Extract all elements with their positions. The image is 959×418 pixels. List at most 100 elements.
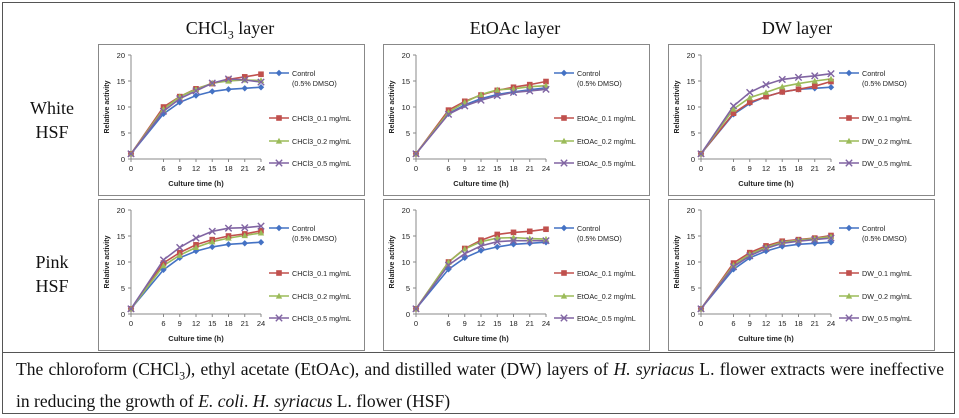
y-tick-label: 20 bbox=[117, 206, 125, 215]
data-point-s3 bbox=[493, 238, 501, 246]
data-point-s2 bbox=[746, 94, 753, 101]
x-tick-label: 9 bbox=[178, 319, 182, 328]
data-point-s2 bbox=[811, 77, 818, 84]
data-point-s1 bbox=[730, 110, 737, 117]
legend-label: DW_0.5 mg/mL bbox=[862, 159, 912, 168]
data-point-s2 bbox=[730, 261, 737, 268]
legend-swatch-marker bbox=[276, 115, 282, 121]
data-point-s2 bbox=[811, 235, 818, 242]
legend-swatch-marker bbox=[561, 115, 567, 121]
data-point-s2 bbox=[461, 245, 468, 252]
y-tick-label: 10 bbox=[687, 103, 695, 112]
legend-label: (0.5% DMSO) bbox=[862, 79, 907, 88]
data-point-s0 bbox=[241, 240, 248, 247]
data-point-s2 bbox=[779, 83, 786, 90]
data-point-s3 bbox=[827, 234, 835, 242]
y-tick-label: 15 bbox=[117, 232, 125, 241]
x-tick-label: 21 bbox=[811, 164, 819, 173]
data-point-s0 bbox=[209, 243, 216, 251]
legend-label: (0.5% DMSO) bbox=[577, 79, 622, 88]
chart-panel-pink-etoac: 0 5 10 15 20 0 6 9 12 15 18 21 24 Culture time (h) Rel… bbox=[383, 199, 650, 351]
data-point-s3 bbox=[746, 252, 754, 260]
data-point-s0 bbox=[779, 243, 786, 250]
legend-swatch-marker bbox=[275, 224, 283, 232]
data-point-s2 bbox=[192, 244, 200, 251]
legend-swatch-marker bbox=[275, 159, 283, 167]
x-tick-label: 0 bbox=[699, 319, 703, 328]
y-tick-label: 0 bbox=[121, 155, 125, 164]
data-point-s3 bbox=[127, 150, 135, 158]
data-point-s2 bbox=[762, 89, 770, 96]
chart-panel-white-etoac: 0 5 10 15 20 0 6 9 12 15 18 21 24 Culture time (h) Rel… bbox=[383, 44, 650, 196]
legend-label: DW_0.2 mg/mL bbox=[862, 292, 912, 301]
x-axis-title: Culture time (h) bbox=[168, 334, 224, 343]
legend-label: DW_0.1 mg/mL bbox=[862, 114, 912, 123]
x-tick-label: 9 bbox=[463, 164, 467, 173]
x-tick-label: 24 bbox=[827, 319, 835, 328]
x-tick-label: 9 bbox=[178, 164, 182, 173]
y-tick-label: 5 bbox=[121, 129, 125, 138]
y-tick-label: 0 bbox=[691, 310, 695, 319]
legend-swatch-marker bbox=[275, 137, 283, 144]
legend-label: (0.5% DMSO) bbox=[577, 234, 622, 243]
chart-white-etoac: 0 5 10 15 20 0 6 9 12 15 18 21 24 Culture time (h) Rel… bbox=[389, 51, 636, 188]
data-point-s0 bbox=[795, 241, 802, 248]
x-tick-label: 24 bbox=[827, 164, 835, 173]
x-tick-label: 0 bbox=[414, 164, 418, 173]
data-point-s0 bbox=[176, 99, 183, 106]
x-tick-label: 0 bbox=[129, 319, 133, 328]
column-title-dw: DW layer bbox=[761, 18, 833, 38]
data-point-s2 bbox=[257, 229, 265, 236]
x-tick-label: 18 bbox=[794, 164, 802, 173]
x-tick-label: 18 bbox=[509, 164, 517, 173]
y-axis-title: Relative activity bbox=[674, 80, 681, 133]
data-point-s2 bbox=[762, 244, 770, 251]
x-axis-title: Culture time (h) bbox=[168, 179, 224, 188]
data-point-s0 bbox=[542, 239, 550, 246]
legend-label: DW_0.1 mg/mL bbox=[862, 269, 912, 278]
data-point-s2 bbox=[209, 238, 216, 245]
legend-swatch-marker bbox=[560, 292, 568, 299]
legend-label: CHCl3_0.5 mg/mL bbox=[292, 159, 351, 168]
column-title-etoac: EtOAc layer bbox=[469, 18, 561, 38]
data-point-s3 bbox=[257, 78, 265, 86]
data-point-s3 bbox=[444, 110, 453, 118]
legend-label: Control bbox=[577, 224, 601, 233]
data-point-s3 bbox=[542, 236, 550, 245]
legend-label: CHCl3_0.1 mg/mL bbox=[292, 269, 351, 278]
x-tick-label: 15 bbox=[493, 164, 501, 173]
x-tick-label: 15 bbox=[778, 319, 786, 328]
legend-swatch-marker bbox=[560, 69, 568, 77]
x-tick-label: 15 bbox=[208, 164, 216, 173]
data-point-s3 bbox=[509, 88, 518, 97]
legend-swatch-marker bbox=[275, 69, 283, 77]
series-line-2 bbox=[700, 78, 832, 155]
y-tick-label: 5 bbox=[691, 284, 695, 293]
row-label-pink-line1: Pink bbox=[35, 252, 69, 272]
data-point-s0 bbox=[827, 84, 835, 91]
x-tick-label: 12 bbox=[477, 164, 485, 173]
data-point-s3 bbox=[526, 236, 534, 245]
data-point-s1 bbox=[526, 228, 533, 235]
data-point-s3 bbox=[176, 243, 184, 252]
data-point-s1 bbox=[763, 93, 769, 100]
data-point-s3 bbox=[526, 87, 534, 95]
legend-label: DW_0.5 mg/mL bbox=[862, 314, 912, 323]
data-point-s0 bbox=[225, 86, 232, 93]
data-point-s2 bbox=[477, 238, 485, 245]
x-tick-label: 12 bbox=[762, 319, 770, 328]
y-axis-title: Relative activity bbox=[674, 235, 681, 288]
row-label-white-line1: White bbox=[30, 98, 74, 118]
legend-label: Control bbox=[292, 69, 316, 78]
data-point-s2 bbox=[779, 239, 786, 245]
legend-swatch-marker bbox=[846, 115, 852, 121]
data-point-s1 bbox=[510, 229, 517, 236]
data-point-s3 bbox=[241, 223, 249, 232]
y-axis-title: Relative activity bbox=[104, 235, 111, 288]
x-axis-title: Culture time (h) bbox=[738, 334, 794, 343]
data-point-s0 bbox=[477, 247, 485, 254]
data-point-s3 bbox=[746, 88, 754, 97]
data-point-s3 bbox=[208, 227, 216, 236]
x-tick-label: 24 bbox=[542, 164, 550, 173]
chart-panel-pink-chcl3: 0 5 10 15 20 0 6 9 12 15 18 21 24 Culture time (h) Rel… bbox=[98, 199, 365, 351]
